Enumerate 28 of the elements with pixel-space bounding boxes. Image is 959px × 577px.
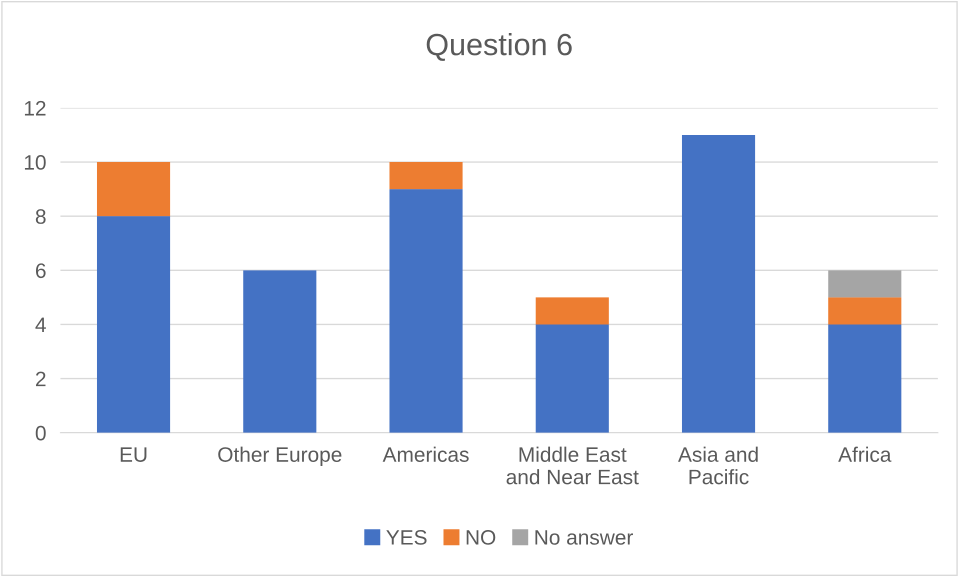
legend-label: YES: [386, 530, 427, 545]
x-tick-label: Asia and Pacific: [678, 446, 758, 484]
y-tick-label: 2: [36, 372, 46, 386]
bar: [389, 189, 463, 433]
bar: [96, 162, 170, 216]
bar: [536, 297, 609, 324]
bar: [828, 297, 902, 324]
bar: [96, 216, 170, 433]
bar: [389, 162, 463, 190]
bar: [536, 324, 609, 433]
bar: [828, 324, 902, 433]
x-tick-label: EU: [120, 447, 146, 462]
x-tick-label: Middle East and Near East: [506, 446, 639, 484]
x-tick-label: Americas: [382, 446, 469, 462]
y-tick-label: 0: [36, 426, 46, 441]
x-tick-label: Other Europe: [218, 446, 342, 466]
bar: [682, 134, 756, 433]
legend-label: NO: [466, 530, 496, 545]
x-tick-label: Africa: [838, 446, 892, 462]
y-tick-label: 6: [36, 263, 46, 278]
legend-label: No answer: [535, 530, 633, 545]
bar: [243, 270, 316, 433]
chart-title: Question 6: [426, 32, 572, 61]
bar: [828, 270, 902, 298]
y-tick-label: 12: [24, 100, 46, 116]
y-tick-label: 8: [36, 209, 46, 224]
y-tick-label: 4: [35, 318, 46, 332]
y-tick-label: 10: [24, 155, 46, 170]
